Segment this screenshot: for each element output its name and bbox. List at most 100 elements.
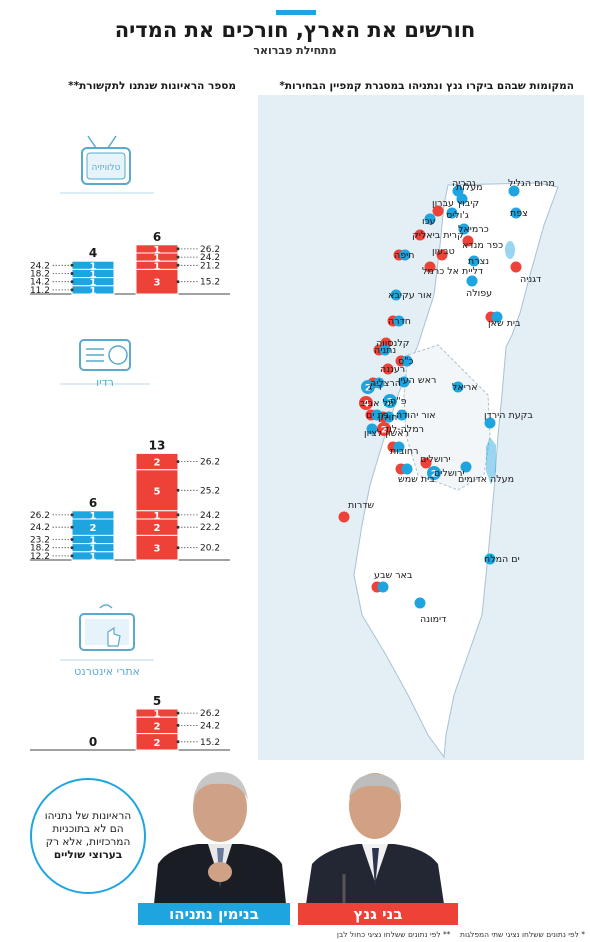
gantz-dot [508,185,520,197]
place-label: כפר מנדא [462,240,503,251]
map-place-27 [452,381,464,393]
date-leader-dot [70,538,74,541]
netanyahu-dot [399,249,411,261]
gantz-segment-value: 1 [154,261,161,272]
map-place-25 [398,376,410,388]
date-leader-dot [176,263,180,267]
place-label: ראשון לציון [364,428,409,439]
page-subtitle: מתחילת פברואר [253,44,337,57]
gantz-dot [484,417,496,429]
map-place-1 [508,185,520,197]
gantz-segment-date: 25.2 [200,486,220,496]
place-label: חולון [378,412,397,423]
date-leader-dot [176,488,180,492]
netanyahu-dot [373,377,385,389]
gantz-nameplate: בני גנץ [298,903,458,925]
media-chart-3: 51 26.2 2 24.2 2 15.2 0 [30,694,230,751]
place-label: רעננה [380,364,405,375]
gantz-photo [296,764,454,904]
netanyahu-dot [510,261,522,273]
place-label: הרצליה [370,378,401,389]
map-place-42 [484,553,496,565]
map-place-23 [382,363,394,375]
gantz-segment-value: 2 [154,458,161,469]
date-leader-dot [70,554,74,558]
netanyahu-dot [359,396,373,410]
map-place-4 [456,193,468,205]
date-leader-dot [70,280,74,284]
netanyahu-dot [436,249,448,261]
place-label: צפת [510,208,528,219]
place-label: מעלות [456,182,483,193]
place-label: ירושלים [434,468,465,479]
footnote: * לפי נתונים ששלחו נציגי שתי המפלגות ** … [0,930,585,939]
place-label: מרום הגליל [508,178,555,189]
netanyahu-dot [414,229,426,241]
note-circle: הראיונות של נתניהו הם לא בתוכניות המרכזי… [30,778,146,894]
netanyahu-segment-date: 18.2 [30,270,50,280]
gantz-dot [458,223,470,235]
date-leader-dot [176,740,180,744]
netanyahu-segment-date: 14.2 [30,278,50,288]
gantz-dot [468,255,480,267]
radio-caption: רדיו [96,376,114,389]
map-panel-title: המקומות שבהם ביקרו גנץ ונתניהו במסגרת קמ… [279,80,574,92]
page-title: חורשים את הארץ, חורכים את המדיה [114,18,476,42]
date-leader-dot [176,723,180,727]
netanyahu-dot [379,344,391,356]
place-label: בית שאן [488,318,521,329]
netanyahu-segment-date: 23.2 [30,536,50,546]
gantz-dot [414,597,426,609]
place-label: כרמיאל [458,224,489,235]
place-label: אור יהודה [396,410,436,421]
west-bank-outline [403,344,491,491]
netanyahu-total-label: 4 [89,246,97,260]
gantz-segment-value: 5 [154,486,161,497]
map-place-11 [436,249,448,261]
netanyahu-dot [393,315,405,327]
place-label: ירושלים [420,454,451,465]
gantz-dot [452,381,464,393]
note-bold-text: בערוצי שוליים [53,849,123,861]
map-place-8 [458,223,470,235]
map-place-16 [466,275,478,287]
netanyahu-segment-date: 24.2 [30,523,50,533]
tv-caption: טלוויזיה [92,163,121,173]
title-accent-bar [276,10,316,15]
map-place-28: 2 [383,394,397,408]
place-label: דליית אל כרמל [422,266,483,277]
media-chart-1: 61 26.21 24.21 21.23 15.24124.2118.2114.2111… [30,230,230,297]
gantz-segment-date: 21.2 [200,261,220,271]
date-leader-dot [176,255,180,259]
visit-count: 2 [381,426,387,436]
place-label: פ"ת [390,396,407,407]
map-place-18 [485,311,503,323]
netanyahu-dot [491,311,503,323]
place-label: דימונה [420,614,446,625]
place-label: תל אביב [360,398,394,409]
map-place-12 [393,249,411,261]
map-place-9 [414,229,426,241]
map-panel: 2 2 4 2 2 מרום הגליל צפת נהריה מעלות קיבוץ עברון… [258,95,584,760]
gantz-dot [383,394,397,408]
place-label: קיבוץ עברון [432,198,479,209]
dead-sea [486,437,496,485]
netanyahu-segment-value: 2 [90,523,97,534]
gantz-segment-date: 15.2 [200,738,220,748]
date-leader-dot [70,546,74,550]
netanyahu-segment-date: 11.2 [30,286,50,296]
netanyahu-segment-value: 1 [90,552,97,563]
place-label: נהריה [452,178,476,189]
gantz-segment-date: 26.2 [200,458,220,468]
gantz-dot [427,466,441,480]
map-place-29: 4 [359,396,373,410]
gantz-segment-value: 1 [154,511,161,522]
map-place-15 [510,261,522,273]
place-label: רמלה-לוד [384,424,424,435]
date-leader-dot [70,525,74,529]
date-leader-dot [176,247,180,251]
place-label: שדרות [348,500,374,511]
map-place-38: 2 [427,466,441,480]
place-label: חיפה [394,250,414,261]
netanyahu-dot [382,363,394,375]
